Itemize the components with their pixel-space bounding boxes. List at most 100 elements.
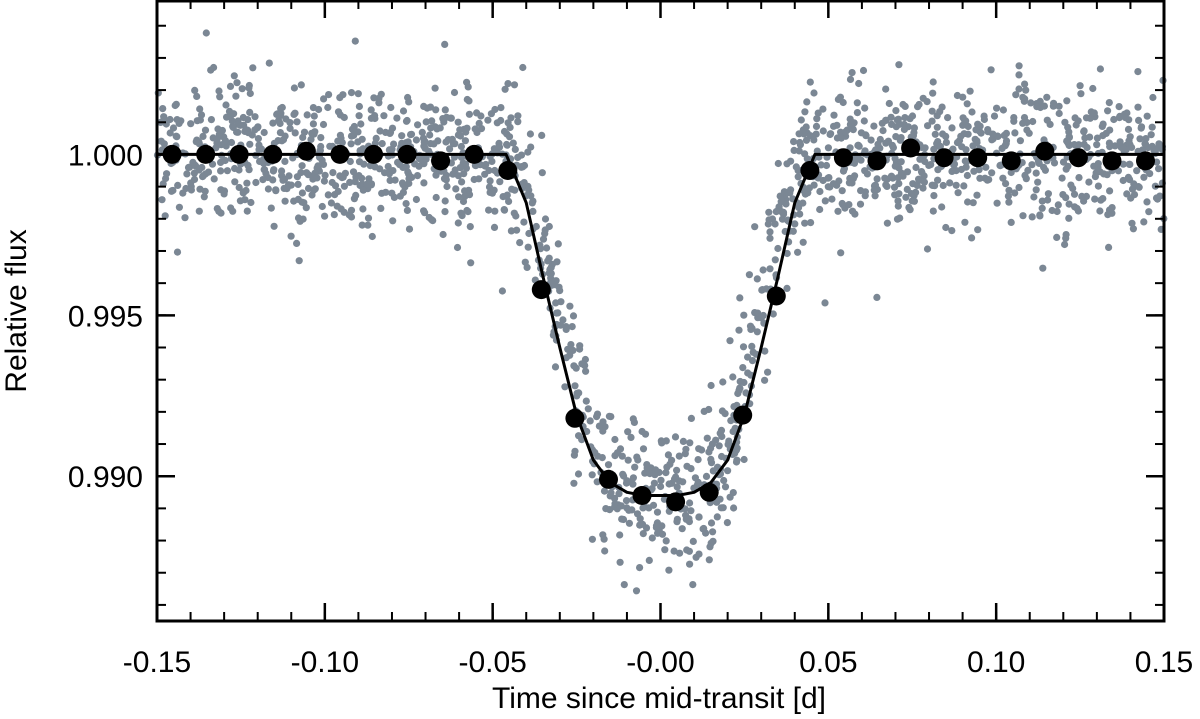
raw-point — [662, 469, 670, 477]
raw-point — [582, 367, 590, 375]
raw-point — [588, 471, 596, 479]
raw-point — [1029, 117, 1037, 126]
raw-point — [999, 106, 1008, 114]
raw-point — [993, 199, 1001, 207]
raw-point — [465, 97, 473, 105]
raw-point — [454, 219, 462, 227]
raw-point — [334, 137, 342, 145]
raw-point — [1039, 264, 1047, 272]
raw-point — [682, 445, 690, 453]
raw-point — [330, 211, 338, 219]
raw-point — [440, 175, 449, 183]
raw-point — [845, 201, 853, 209]
raw-point — [653, 508, 662, 516]
raw-point — [618, 452, 626, 460]
raw-point — [988, 169, 996, 177]
raw-point — [942, 223, 950, 232]
raw-point — [491, 207, 499, 215]
raw-point — [1019, 212, 1027, 220]
binned-point — [699, 482, 719, 502]
raw-point — [1044, 196, 1052, 204]
binned-point — [364, 144, 383, 164]
raw-point — [249, 64, 257, 72]
raw-point — [761, 376, 769, 384]
raw-point — [839, 98, 847, 107]
raw-point — [921, 157, 929, 166]
raw-point — [1135, 116, 1143, 124]
raw-point — [830, 111, 838, 119]
raw-point — [622, 479, 631, 487]
raw-point — [963, 100, 971, 108]
raw-point — [338, 174, 346, 182]
raw-point — [561, 383, 569, 391]
raw-point — [887, 172, 896, 180]
raw-point — [819, 127, 827, 135]
raw-point — [454, 172, 462, 180]
raw-point — [336, 131, 344, 139]
raw-point — [441, 106, 449, 114]
raw-point — [1067, 181, 1075, 189]
raw-point — [441, 40, 449, 49]
raw-point — [202, 29, 210, 37]
raw-point — [467, 259, 475, 267]
raw-point — [538, 169, 546, 177]
raw-point — [987, 66, 995, 74]
y-tick-label: 0.995 — [68, 300, 143, 333]
raw-point — [724, 467, 732, 475]
raw-point — [582, 397, 590, 405]
raw-point — [929, 89, 937, 97]
raw-point — [676, 549, 684, 557]
raw-point — [158, 196, 166, 204]
raw-point — [734, 389, 742, 398]
raw-point — [307, 135, 315, 143]
raw-point — [1002, 140, 1010, 148]
raw-point — [466, 223, 474, 231]
raw-point — [740, 311, 748, 319]
raw-point — [349, 168, 358, 176]
x-tick-label: 0.05 — [799, 646, 857, 679]
raw-point — [226, 82, 235, 90]
raw-point — [1015, 183, 1023, 192]
raw-point — [446, 145, 454, 153]
raw-point — [328, 178, 336, 187]
raw-point — [260, 159, 268, 167]
raw-point — [736, 384, 744, 392]
raw-point — [796, 141, 805, 149]
raw-point — [794, 248, 802, 256]
raw-point — [1143, 198, 1151, 206]
raw-point — [861, 147, 869, 155]
raw-point — [528, 199, 536, 207]
raw-point — [294, 180, 302, 188]
x-tick-label: -0.00 — [626, 646, 694, 679]
raw-point — [601, 547, 609, 555]
raw-point — [766, 265, 774, 273]
raw-point — [241, 196, 249, 204]
raw-point — [733, 456, 741, 464]
raw-point — [912, 163, 920, 172]
raw-point — [293, 173, 301, 181]
raw-point — [901, 114, 909, 122]
raw-point — [233, 79, 241, 87]
raw-point — [503, 191, 511, 199]
raw-point — [254, 135, 262, 143]
raw-point — [1104, 211, 1112, 219]
x-tick-label: -0.15 — [123, 646, 191, 679]
raw-point — [486, 177, 494, 185]
raw-point — [692, 553, 700, 561]
raw-point — [1058, 174, 1066, 182]
raw-point — [510, 209, 518, 217]
raw-point — [1063, 97, 1071, 105]
raw-point — [520, 218, 528, 226]
raw-point — [293, 239, 301, 247]
raw-point — [336, 94, 344, 102]
raw-point — [536, 241, 544, 249]
raw-point — [578, 360, 586, 368]
binned-point — [229, 144, 249, 164]
raw-point — [269, 176, 277, 184]
raw-point — [348, 125, 357, 133]
raw-point — [420, 207, 428, 215]
raw-point — [1134, 103, 1142, 111]
binned-point — [867, 151, 887, 171]
raw-point — [423, 104, 431, 112]
